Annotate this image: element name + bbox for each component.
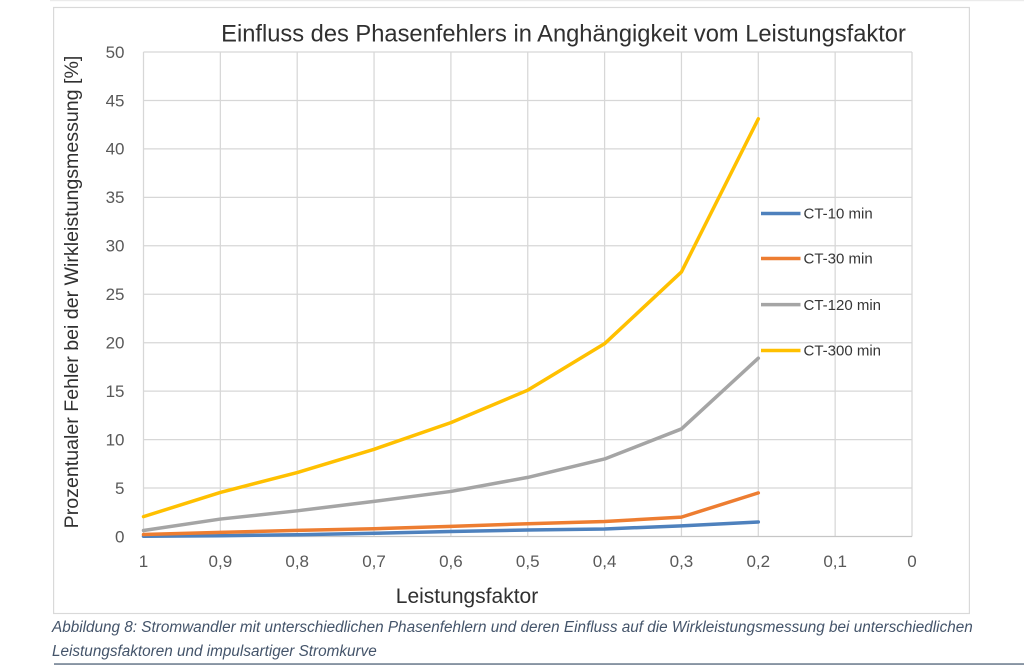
svg-text:CT-300 min: CT-300 min	[804, 343, 882, 360]
svg-text:0,3: 0,3	[670, 552, 694, 571]
svg-text:0,1: 0,1	[823, 552, 847, 571]
svg-text:5: 5	[115, 479, 124, 498]
svg-text:20: 20	[106, 334, 125, 353]
svg-text:10: 10	[106, 430, 125, 449]
svg-text:Prozentualer Fehler bei der Wi: Prozentualer Fehler bei der Wirkleistung…	[61, 56, 83, 529]
svg-text:0,5: 0,5	[516, 552, 540, 571]
svg-text:25: 25	[106, 285, 125, 304]
svg-text:45: 45	[106, 91, 125, 110]
svg-text:CT-120 min: CT-120 min	[804, 297, 882, 314]
svg-text:Einfluss des Phasenfehlers in: Einfluss des Phasenfehlers in Anghängigk…	[221, 22, 906, 48]
svg-text:40: 40	[106, 140, 125, 159]
svg-text:0,8: 0,8	[285, 552, 309, 571]
svg-text:15: 15	[106, 382, 125, 401]
svg-text:CT-30 min: CT-30 min	[804, 251, 873, 268]
svg-text:1: 1	[139, 552, 148, 571]
svg-text:30: 30	[106, 237, 125, 256]
svg-text:50: 50	[106, 43, 125, 62]
svg-text:0,6: 0,6	[439, 552, 463, 571]
svg-text:0: 0	[115, 527, 124, 546]
svg-text:0,7: 0,7	[362, 552, 386, 571]
svg-text:0,2: 0,2	[746, 552, 770, 571]
svg-text:CT-10 min: CT-10 min	[804, 206, 873, 223]
svg-text:Leistungsfaktoren und impulsar: Leistungsfaktoren und impulsartiger Stro…	[52, 643, 377, 660]
svg-text:0: 0	[907, 552, 916, 571]
svg-text:Abbildung 8: Stromwandler mit: Abbildung 8: Stromwandler mit unterschie…	[51, 619, 973, 636]
svg-text:35: 35	[106, 188, 125, 207]
svg-text:0,9: 0,9	[209, 552, 233, 571]
svg-text:0,4: 0,4	[593, 552, 617, 571]
svg-text:Leistungsfaktor: Leistungsfaktor	[396, 585, 538, 608]
